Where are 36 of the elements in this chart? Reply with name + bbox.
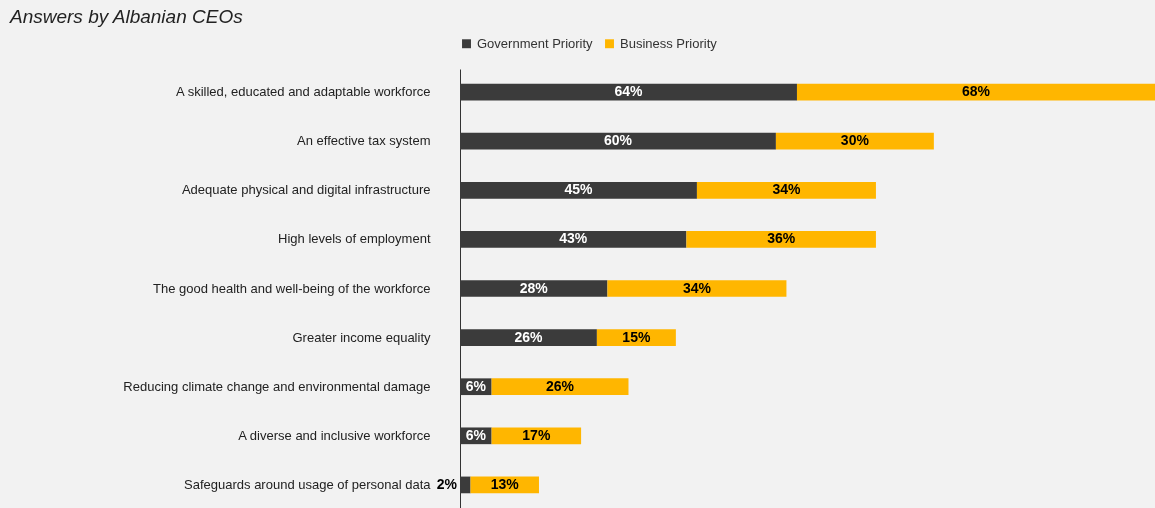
data-label: 17%: [522, 426, 551, 443]
y-tick-label: Reducing climate change and environmental damage: [123, 378, 431, 394]
data-label: 28%: [519, 279, 549, 296]
data-label: 36%: [767, 230, 796, 247]
bar: [607, 280, 787, 297]
data-label: 34%: [772, 181, 801, 198]
data-label: 60%: [603, 132, 633, 149]
data-label: 15%: [622, 328, 651, 345]
bar: [491, 378, 629, 396]
data-label: 68%: [961, 83, 991, 100]
data-label: 6%: [465, 426, 487, 443]
data-label: 13%: [490, 475, 520, 492]
bar: [696, 181, 876, 199]
y-tick-label: Safeguards around usage of personal data: [184, 476, 432, 492]
y-tick-label: The good health and well-being of the workforce: [152, 280, 431, 296]
data-label: 6%: [465, 377, 487, 394]
data-label: 34%: [682, 279, 712, 296]
y-tick-label: Adequate physical and digital infrastructure: [181, 182, 431, 198]
data-label: 45%: [564, 181, 594, 198]
bar: [686, 231, 876, 248]
y-tick-label: A diverse and inclusive workforce: [238, 427, 431, 443]
data-label: 26%: [546, 377, 575, 394]
data-label: 26%: [514, 328, 543, 345]
text: Answers by Albanian CEOs: [9, 6, 244, 27]
data-label: 64%: [614, 83, 644, 100]
y-tick-label: A skilled, educated and adaptable workforce: [176, 84, 431, 100]
data-label: 30%: [840, 132, 870, 149]
bar: [775, 132, 934, 150]
data-label: 2%: [436, 475, 458, 492]
bar: [796, 83, 1155, 101]
y-tick-label: High levels of employment: [278, 231, 431, 247]
data-label: 43%: [559, 230, 588, 247]
y-tick-label: An effective tax system: [297, 133, 431, 149]
legend-label: Business Priority: [620, 35, 718, 51]
legend-label: Government Priority: [477, 35, 594, 51]
y-tick-label: Greater income equality: [292, 329, 431, 345]
